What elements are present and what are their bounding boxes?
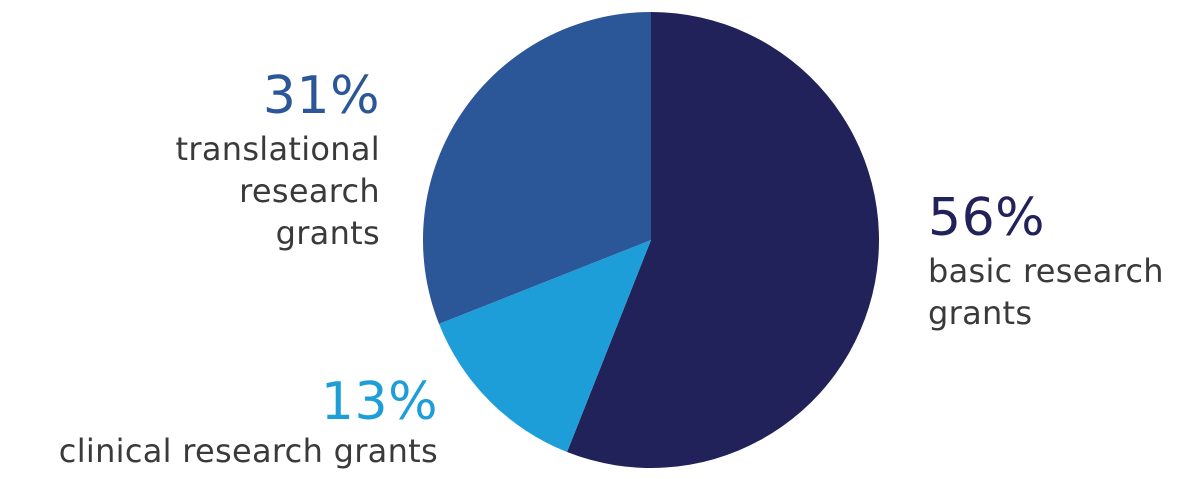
clinical-label: 13% clinical research grants bbox=[18, 376, 438, 472]
translational-desc-line-2: research bbox=[239, 172, 380, 210]
translational-desc-line-3: grants bbox=[275, 214, 380, 252]
pie-slice-translational bbox=[423, 12, 651, 324]
pie-slice-clinical bbox=[439, 240, 651, 452]
basic-desc-line-2: grants bbox=[928, 294, 1033, 332]
basic-label: 56% basic research grants bbox=[928, 192, 1164, 334]
basic-desc-line-1: basic research bbox=[928, 252, 1164, 290]
translational-percent: 31% bbox=[262, 66, 380, 126]
pie-slice-basic bbox=[567, 12, 880, 469]
clinical-percent: 13% bbox=[320, 372, 438, 432]
clinical-desc-line-1: clinical research grants bbox=[58, 432, 438, 470]
translational-label: 31% translational research grants bbox=[176, 70, 380, 254]
basic-percent: 56% bbox=[928, 188, 1046, 248]
translational-desc-line-1: translational bbox=[175, 130, 380, 168]
